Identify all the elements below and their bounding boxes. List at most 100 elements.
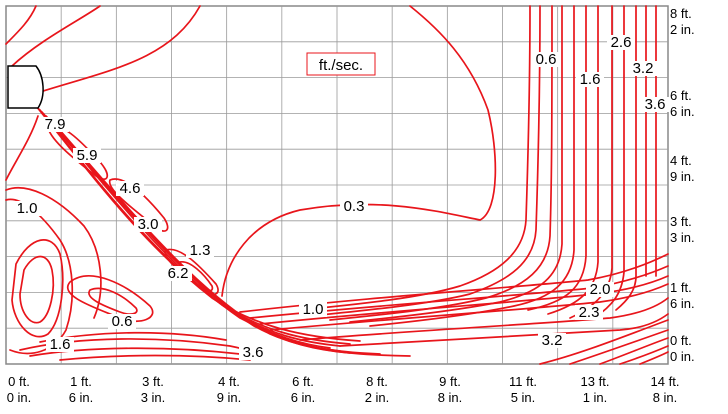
contour-line (5, 115, 39, 181)
contour-line (349, 5, 563, 323)
contour-label: 5.9 (77, 147, 98, 164)
contour-line (329, 5, 553, 321)
contour-label: 1.3 (190, 242, 211, 259)
y-axis-ticks: 8 ft.2 in. 6 ft. 6 in. 4 ft.9 in. 3 ft.3 in.… (670, 6, 695, 364)
contour-label-bg (73, 148, 101, 163)
contour-line (269, 283, 669, 331)
contour-line (259, 275, 669, 325)
contour-label: 1.0 (303, 301, 324, 318)
x-tick-label: 3 in. (141, 390, 166, 405)
contour-line (539, 319, 669, 365)
contour-line (249, 265, 669, 319)
contour-label: 6.2 (168, 265, 189, 282)
contour-line (299, 297, 669, 341)
x-tick-label: 6 in. (291, 390, 316, 405)
contour-line (339, 313, 669, 347)
contour-label-bg (116, 181, 144, 196)
contour-label-bg (299, 302, 327, 317)
contour-label-bg (641, 97, 669, 112)
x-axis-ticks: 0 ft.0 in.1 ft.6 in.3 ft.3 in.4 ft.9 in.… (7, 374, 680, 405)
contour-line (619, 345, 669, 365)
contour-line (299, 5, 531, 311)
contour-label: 7.9 (45, 116, 66, 133)
contour-line (39, 5, 201, 93)
contour-label: 0.6 (112, 313, 133, 330)
contour-label: 3.6 (243, 344, 264, 361)
x-tick-label: 5 in. (511, 390, 536, 405)
contour-line (593, 5, 625, 319)
contour-line (11, 239, 64, 338)
contour-line (66, 275, 154, 323)
contour-label-bg (576, 72, 604, 87)
contour-labels: 7.9 5.9 4.6 3.0 1.36.2 1.0 0.6 1.6 3.6 0.3 1.0 2.0 2… (13, 34, 669, 361)
contour-label: 1.0 (17, 200, 38, 217)
contour-line (5, 186, 102, 319)
contour-line (29, 347, 241, 357)
velocity-contours (5, 5, 669, 365)
contour-line (11, 5, 101, 67)
x-tick-label: 9 ft. (439, 374, 461, 389)
x-tick-label: 6 in. (69, 390, 94, 405)
contour-label: 2.0 (590, 281, 611, 298)
contour-label: 4.6 (120, 180, 141, 197)
contour-label-bg (340, 199, 368, 214)
contour-label-bg (629, 61, 657, 76)
x-tick-label: 8 in. (438, 390, 463, 405)
contour-line (615, 5, 637, 311)
x-tick-label: 1 ft. (70, 374, 92, 389)
y-tick-label: 3 in. (670, 230, 695, 245)
x-tick-label: 11 ft. (509, 374, 537, 389)
contour-line (19, 255, 55, 324)
x-tick-label: 8 in. (653, 390, 678, 405)
y-tick-label: 9 in. (670, 169, 695, 184)
contour-label-bg (239, 345, 267, 360)
contour-label-bg (607, 35, 635, 50)
y-tick-label: 6 ft. (670, 88, 692, 103)
contour-line (369, 5, 575, 327)
contour-label-bg (46, 337, 74, 352)
contour-line (57, 127, 411, 357)
contour-label: 3.6 (645, 96, 666, 113)
contour-label-bg (108, 314, 136, 329)
contour-label: 3.2 (633, 60, 654, 77)
contour-label-bg (538, 333, 566, 348)
contour-line (5, 5, 37, 45)
x-tick-label: 4 ft. (218, 374, 240, 389)
y-tick-label: 1 ft. (670, 280, 692, 295)
contour-label: 3.0 (138, 216, 159, 233)
contour-label-bg (41, 117, 69, 132)
contour-line (88, 287, 138, 315)
x-tick-label: 6 ft. (292, 374, 314, 389)
y-tick-label: 2 in. (670, 22, 695, 37)
contour-line (599, 337, 669, 365)
contour-line (309, 5, 541, 317)
contour-line (221, 5, 497, 297)
unit-label-frame (306, 52, 376, 76)
y-tick-label: 3 ft. (670, 214, 692, 229)
y-tick-label: 0 in. (670, 349, 695, 364)
contour-line (239, 253, 669, 313)
contour-label: 1.6 (50, 336, 71, 353)
x-tick-label: 8 ft. (366, 374, 388, 389)
contour-label-bg (186, 243, 214, 258)
x-tick-label: 3 ft. (142, 374, 164, 389)
contour-label-bg (575, 305, 603, 320)
contour-label-bg (164, 266, 192, 281)
y-tick-label: 6 in. (670, 296, 695, 311)
contour-label-bg (13, 201, 41, 216)
contour-line (569, 5, 613, 319)
x-tick-label: 0 ft. (8, 374, 30, 389)
y-tick-label: 0 ft. (670, 333, 692, 348)
contour-label-bg (586, 282, 614, 297)
contour-line (59, 354, 251, 361)
contour-label: 2.6 (611, 34, 632, 51)
x-tick-label: 2 in. (365, 390, 390, 405)
contour-line (47, 125, 109, 180)
x-tick-label: 0 in. (7, 390, 32, 405)
contour-label-bg (134, 217, 162, 232)
unit-label-box: ft./sec. (306, 52, 376, 76)
y-tick-label: 8 ft. (670, 6, 692, 21)
y-tick-label: 4 ft. (670, 153, 692, 168)
inlet-vent (7, 65, 44, 109)
